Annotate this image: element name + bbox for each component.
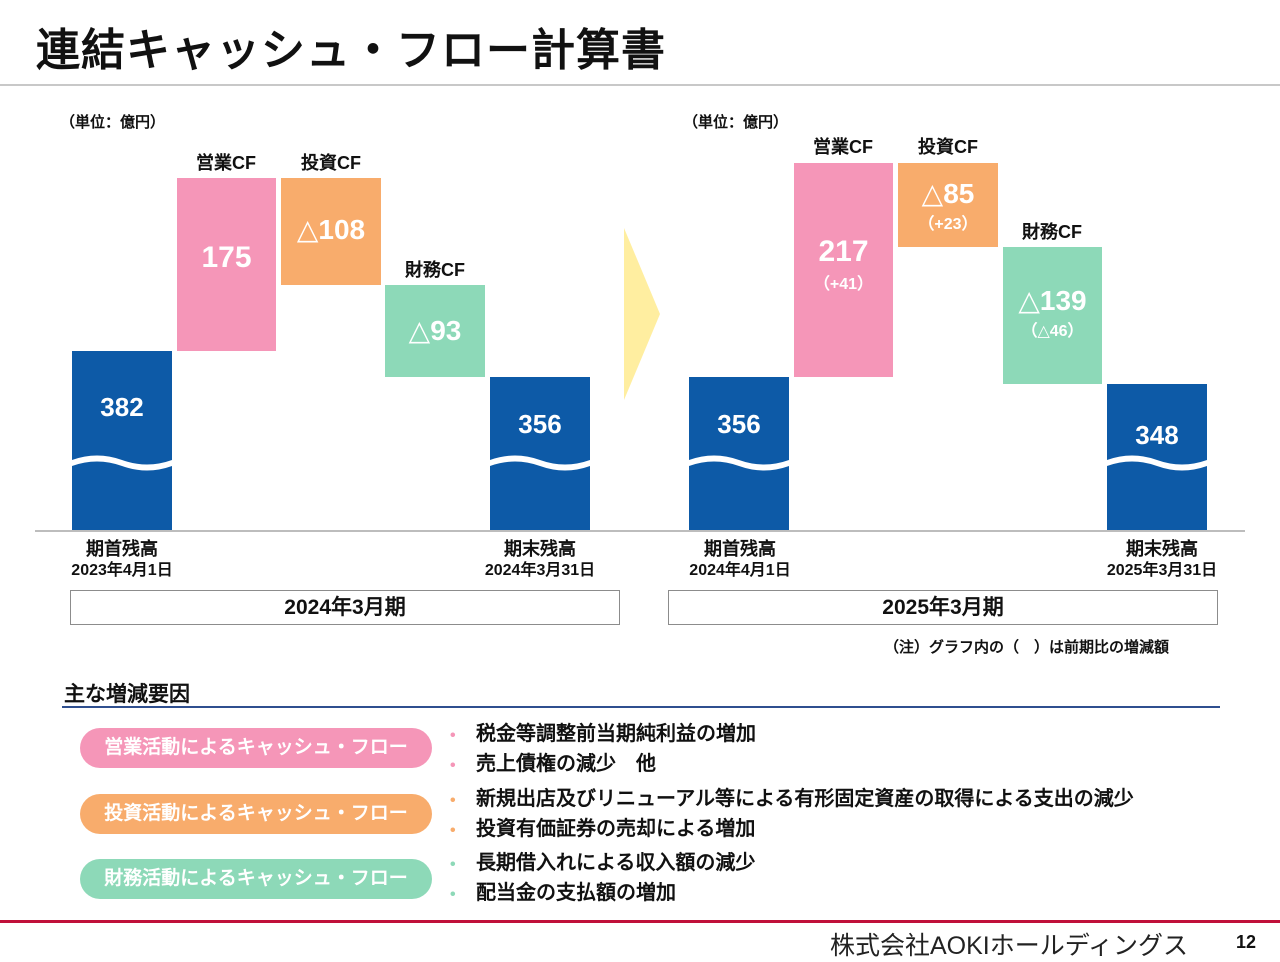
- left-operating-label: 営業CF: [196, 153, 256, 173]
- left-end-date: 2024年3月31日: [484, 562, 596, 579]
- left-investing-value: △108: [296, 214, 366, 245]
- company-name: 株式会社AOKIホールディングス: [830, 932, 1188, 960]
- right-investing-value: △85: [921, 178, 975, 209]
- financing-factor-list: • 長期借入れによる収入額の減少 • 配当金の支払額の増加: [450, 849, 755, 909]
- left-unit-label: （単位：億円）: [60, 114, 166, 131]
- right-operating-label: 営業CF: [813, 137, 873, 157]
- operating-factor-pill: 営業活動によるキャッシュ・フロー: [80, 728, 432, 768]
- financing-factor-pill: 財務活動によるキャッシュ・フロー: [80, 859, 432, 899]
- right-financing-value: △139: [1018, 285, 1087, 316]
- right-end-label-line1: 期末残高: [1126, 539, 1198, 559]
- left-end-balance-bar: [490, 377, 590, 530]
- left-investing-label: 投資CF: [301, 153, 361, 173]
- right-start-label: 期首残高 2024年4月1日: [670, 538, 810, 582]
- right-investing-change: （+23）: [918, 216, 978, 233]
- chart-note: （注）グラフ内の（ ）は前期比の増減額: [884, 639, 1170, 656]
- transition-arrow-icon: [624, 228, 660, 400]
- left-financing-label: 財務CF: [405, 260, 465, 280]
- left-financing-value: △93: [408, 315, 462, 346]
- left-operating-value: 175: [201, 241, 252, 274]
- list-item: • 新規出店及びリニューアル等による有形固定資産の取得による支出の減少: [450, 788, 1134, 810]
- left-end-label-line1: 期末残高: [504, 539, 576, 559]
- right-end-balance-bar: [1107, 384, 1207, 530]
- title-divider: [0, 84, 1280, 86]
- list-item-text: 投資有価証券の売却による増加: [476, 818, 756, 840]
- left-operating-bar: [177, 178, 276, 351]
- right-unit-label: （単位：億円）: [683, 114, 789, 131]
- right-investing-label: 投資CF: [918, 137, 978, 157]
- left-start-date: 2023年4月1日: [71, 562, 173, 579]
- list-item-text: 長期借入れによる収入額の減少: [476, 852, 756, 874]
- investing-factor-list: • 新規出店及びリニューアル等による有形固定資産の取得による支出の減少 • 投資有価…: [450, 785, 1134, 845]
- right-start-value: 356: [717, 409, 761, 439]
- left-investing-bar: [281, 178, 381, 285]
- left-end-value: 356: [518, 409, 562, 439]
- chart-baseline: [35, 530, 1245, 532]
- list-item-text: 売上債権の減少 他: [476, 753, 656, 775]
- right-financing-label: 財務CF: [1022, 222, 1082, 242]
- list-item: • 税金等調整前当期純利益の増加: [450, 723, 756, 745]
- wave-break-icon: [1107, 455, 1207, 471]
- right-operating-value: 217: [818, 235, 869, 268]
- list-item: • 投資有価証券の売却による増加: [450, 818, 756, 840]
- list-item: • 売上債権の減少 他: [450, 753, 656, 775]
- investing-factor-pill: 投資活動によるキャッシュ・フロー: [80, 794, 432, 834]
- factors-title: 主な増減要因: [64, 683, 190, 706]
- list-item: • 長期借入れによる収入額の減少: [450, 852, 756, 874]
- list-item-text: 配当金の支払額の増加: [476, 882, 676, 904]
- right-operating-change: （+41）: [813, 276, 874, 293]
- left-start-balance-bar: [72, 351, 172, 530]
- right-start-balance-bar: [689, 377, 789, 530]
- right-operating-bar: [794, 163, 893, 377]
- list-item-text: 税金等調整前当期純利益の増加: [476, 723, 756, 745]
- right-financing-bar: [1003, 247, 1102, 384]
- wave-break-icon: [689, 455, 789, 471]
- left-start-label-line1: 期首残高: [86, 539, 158, 559]
- left-end-label: 期末残高 2024年3月31日: [470, 538, 610, 582]
- footer-divider: [0, 920, 1280, 923]
- right-period-box: 2025年3月期: [668, 590, 1218, 625]
- left-start-value: 382: [100, 392, 144, 422]
- wave-break-icon: [490, 455, 590, 471]
- left-period-box: 2024年3月期: [70, 590, 620, 625]
- wave-break-icon: [72, 455, 172, 471]
- page-title: 連結キャッシュ・フロー計算書: [36, 26, 666, 75]
- factors-divider: [62, 706, 1220, 708]
- page-number: 12: [1236, 932, 1257, 952]
- right-end-date: 2025年3月31日: [1106, 562, 1218, 579]
- left-financing-bar: [385, 285, 485, 377]
- right-investing-bar: [898, 163, 998, 247]
- list-item-text: 新規出店及びリニューアル等による有形固定資産の取得による支出の減少: [476, 788, 1134, 810]
- right-end-value: 348: [1135, 420, 1179, 450]
- list-item: • 配当金の支払額の増加: [450, 882, 676, 904]
- right-start-label-line1: 期首残高: [704, 539, 776, 559]
- right-end-label: 期末残高 2025年3月31日: [1090, 538, 1234, 582]
- operating-factor-list: • 税金等調整前当期純利益の増加 • 売上債権の減少 他: [450, 720, 756, 780]
- right-start-date: 2024年4月1日: [689, 562, 791, 579]
- right-financing-change: （△46）: [1021, 323, 1084, 340]
- left-start-label: 期首残高 2023年4月1日: [52, 538, 192, 582]
